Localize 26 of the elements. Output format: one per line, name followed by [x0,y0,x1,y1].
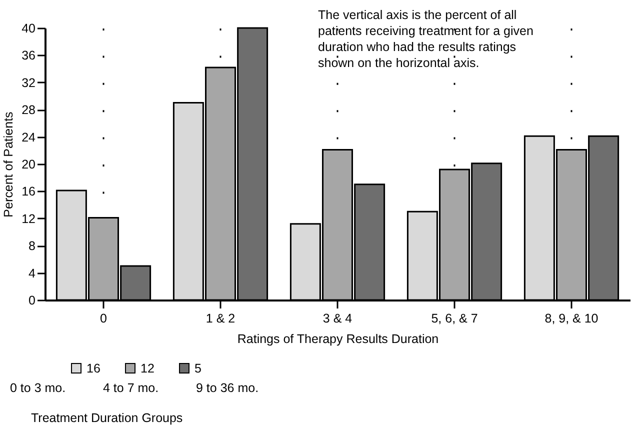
annotation: The vertical axis is the percent of all patients receiving treatment for a given duration who had the results ratings shown on the horizontal axis. [318,8,534,70]
legend-label: 5 [194,361,202,376]
y-tick-label: 8 [28,239,36,254]
text: Treatment Duration Groups [31,411,183,425]
x-tick-label: 8, 9, & 10 [544,312,598,326]
y-tick-label: 12 [22,212,36,226]
legend-label: 12 [140,361,154,376]
legend-label: 16 [86,361,100,376]
y-tick-label: 36 [22,48,36,63]
y-tick-label: 28 [22,103,36,118]
y-tick-label: 32 [22,76,36,90]
x-tick-label: 3 & 4 [322,312,352,326]
y-tick-label: 16 [22,184,36,199]
y-tick-label: 40 [22,22,36,36]
y-tick-label: 4 [28,266,36,280]
text: 4 to 7 mo. [103,381,159,395]
text: 0 to 3 mo. [10,381,66,395]
y-tick-label: 0 [28,294,36,308]
x-tick-label: 5, 6, & 7 [431,312,478,326]
x-tick-label: 0 [100,312,108,326]
y-tick-label: 20 [22,158,36,172]
y-axis-title: Percent of Patients [2,112,16,218]
y-tick-label: 24 [22,130,36,144]
x-axis-title: Ratings of Therapy Results Duration [237,332,439,346]
x-tick-label: 1 & 2 [206,312,236,326]
text: 9 to 36 mo. [196,381,259,395]
